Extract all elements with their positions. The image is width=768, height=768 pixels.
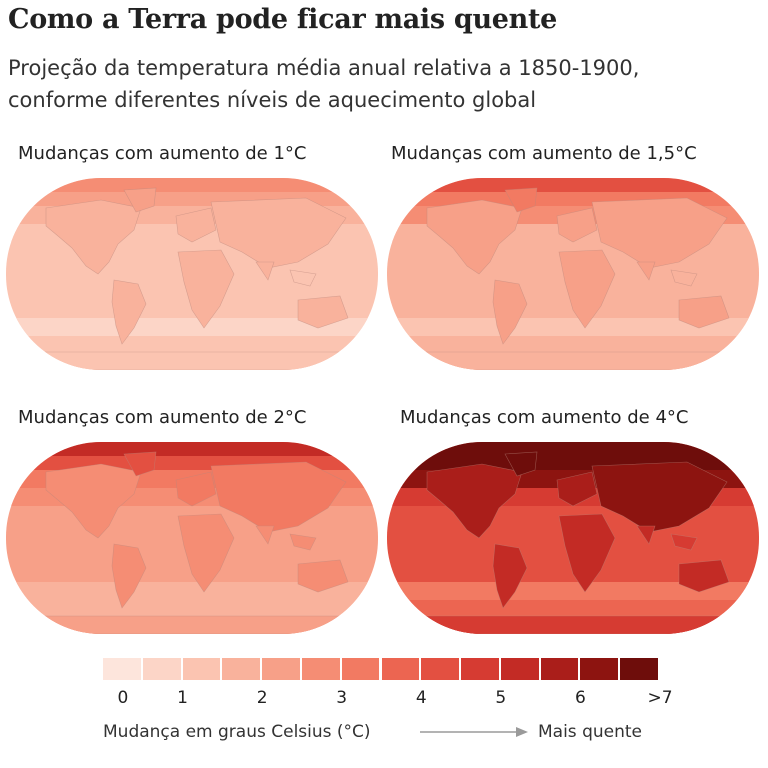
color-scale-tick-label: 3 [336,688,348,708]
panel-title-1c: Mudanças com aumento de 1°C [18,143,307,164]
map-2c [6,442,378,634]
color-scale-swatch [142,658,181,680]
landmass-india [255,261,275,281]
landmass-seAsia [289,269,317,287]
landmass-greenland [504,187,538,213]
landmass-australia [297,295,349,329]
panel-title-2c: Mudanças com aumento de 2°C [18,407,307,428]
landmass-asia [591,461,728,533]
color-scale-swatch [620,658,658,680]
color-scale-tick-label: 1 [177,688,188,708]
landmass-greenland [123,451,157,477]
landmass-antarctica [27,615,357,634]
map-4c [387,442,759,634]
color-scale-swatch [222,658,261,680]
color-scale-tick-label: 4 [415,688,427,708]
landmass-asia [210,461,347,533]
landmass-seAsia [670,533,698,551]
latitude-band [387,582,759,600]
latitude-band [387,600,759,616]
landmass-africa [558,513,616,593]
latitude-band [387,456,759,470]
map-1c [6,178,378,370]
landmass-europe [556,471,598,507]
panel-title-1-5c: Mudanças com aumento de 1,5°C [391,143,697,164]
color-scale-swatch [500,658,539,680]
latitude-band [387,192,759,206]
landmass-india [255,525,275,545]
landmass-southAmerica [492,543,528,609]
latitude-band [387,318,759,336]
map-1-5c [387,178,759,370]
landmass-africa [558,249,616,329]
chart-title: Como a Terra pode ficar mais quente [8,4,558,35]
color-scale-swatch [421,658,460,680]
latitude-band [387,178,759,192]
color-scale-warmer-label: Mais quente [538,722,642,742]
color-scale-swatch [461,658,499,680]
latitude-band [6,336,378,352]
latitude-band [6,318,378,336]
landmass-africa [177,249,235,329]
panel-title-4c: Mudanças com aumento de 4°C [400,407,689,428]
color-scale-tick-label: 2 [256,688,268,708]
landmass-antarctica [408,351,738,370]
color-scale-swatch [262,658,300,680]
latitude-band [387,336,759,352]
landmass-australia [678,295,730,329]
landmass-southAmerica [111,543,147,609]
latitude-band [6,442,378,456]
landmass-europe [175,207,217,243]
color-scale-tick-label: 5 [495,688,507,708]
latitude-band [6,178,378,192]
color-scale-swatch [182,658,221,680]
color-scale-swatch [301,658,340,680]
color-scale-swatch [580,658,619,680]
landmass-seAsia [670,269,698,287]
color-scale-tick-label: 0 [117,688,129,708]
landmass-india [636,525,656,545]
subtitle-line-2: conforme diferentes níveis de aqueciment… [8,88,537,112]
landmass-asia [591,197,728,269]
chart-subtitle: Projeção da temperatura média anual rela… [8,52,763,116]
color-scale-caption: Mudança em graus Celsius (°C) [103,722,371,742]
landmass-southAmerica [111,279,147,345]
landmass-antarctica [408,615,738,634]
color-scale-swatch [341,658,380,680]
landmass-greenland [123,187,157,213]
subtitle-line-1: Projeção da temperatura média anual rela… [8,56,640,80]
landmass-india [636,261,656,281]
color-scale [103,658,660,680]
landmass-australia [678,559,730,593]
landmass-australia [297,559,349,593]
color-scale-tick-label: 6 [575,688,586,708]
color-scale-tick-label: >7 [647,688,673,708]
landmass-antarctica [27,351,357,370]
latitude-band [387,442,759,456]
color-scale-swatch [540,658,579,680]
arrow-head [516,727,528,737]
landmass-asia [210,197,347,269]
landmass-southAmerica [492,279,528,345]
latitude-band [6,582,378,600]
arrow-right-icon [420,727,528,737]
landmass-europe [556,207,598,243]
latitude-band [6,192,378,206]
landmass-africa [177,513,235,593]
color-scale-swatch [103,658,141,680]
landmass-greenland [504,451,538,477]
latitude-band [6,456,378,470]
landmass-europe [175,471,217,507]
color-scale-swatch [381,658,420,680]
latitude-band [6,600,378,616]
landmass-seAsia [289,533,317,551]
